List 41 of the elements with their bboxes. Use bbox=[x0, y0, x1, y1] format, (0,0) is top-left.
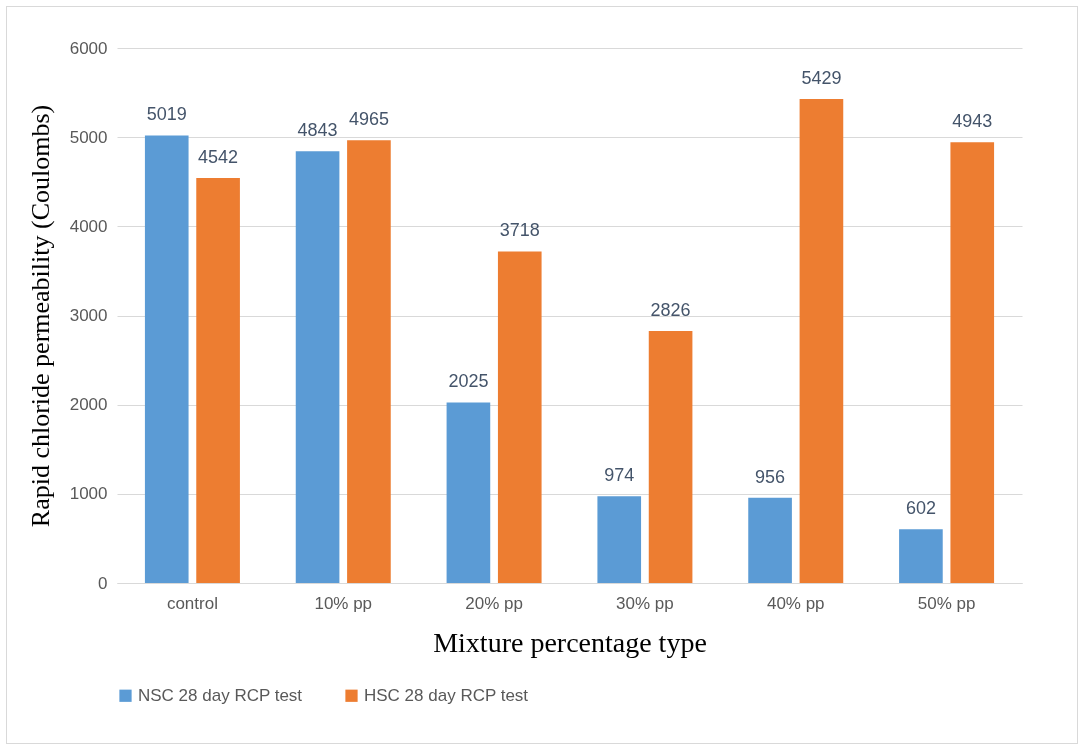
x-tick-label: 50% pp bbox=[917, 593, 976, 613]
y-axis-title: Rapid chloride permeability (Coulombs) bbox=[25, 104, 55, 528]
y-tick-label: 5000 bbox=[69, 127, 108, 147]
data-label: 5019 bbox=[146, 104, 187, 125]
x-tick-label: control bbox=[166, 593, 218, 613]
bar bbox=[446, 402, 491, 583]
y-tick-label: 6000 bbox=[69, 38, 108, 58]
y-tick-label: 1000 bbox=[69, 484, 108, 504]
x-tick-label: 40% pp bbox=[766, 593, 825, 613]
x-tick-label: 30% pp bbox=[616, 593, 674, 613]
bar bbox=[648, 331, 693, 583]
legend-label: HSC 28 day RCP test bbox=[364, 685, 529, 705]
data-label: 956 bbox=[755, 466, 786, 487]
data-label: 602 bbox=[905, 498, 936, 519]
data-label: 2826 bbox=[650, 300, 691, 321]
data-label: 2025 bbox=[448, 371, 489, 392]
y-tick-label: 3000 bbox=[69, 306, 108, 325]
bar bbox=[597, 496, 642, 583]
data-label: 4943 bbox=[952, 111, 993, 132]
data-label: 3718 bbox=[499, 220, 540, 241]
bar bbox=[799, 98, 844, 583]
bar bbox=[347, 140, 391, 583]
x-tick-label: 10% pp bbox=[314, 593, 373, 613]
bar bbox=[144, 135, 189, 583]
x-axis-title: Mixture percentage type bbox=[433, 626, 707, 658]
y-tick-label: 2000 bbox=[69, 395, 108, 415]
bar bbox=[497, 251, 542, 583]
y-tick-label: 0 bbox=[98, 573, 108, 593]
legend-label: NSC 28 day RCP test bbox=[138, 685, 303, 705]
data-label: 4843 bbox=[297, 120, 338, 141]
x-tick-label: 20% pp bbox=[465, 593, 523, 613]
bar bbox=[748, 497, 792, 583]
data-label: 974 bbox=[604, 465, 635, 486]
data-label: 4965 bbox=[348, 109, 389, 130]
bar bbox=[295, 151, 340, 583]
bar bbox=[899, 529, 943, 583]
data-label: 5429 bbox=[801, 67, 842, 88]
bar bbox=[196, 178, 240, 583]
data-label: 4542 bbox=[198, 147, 239, 168]
bar bbox=[950, 142, 995, 583]
y-tick-label: 4000 bbox=[69, 216, 108, 236]
